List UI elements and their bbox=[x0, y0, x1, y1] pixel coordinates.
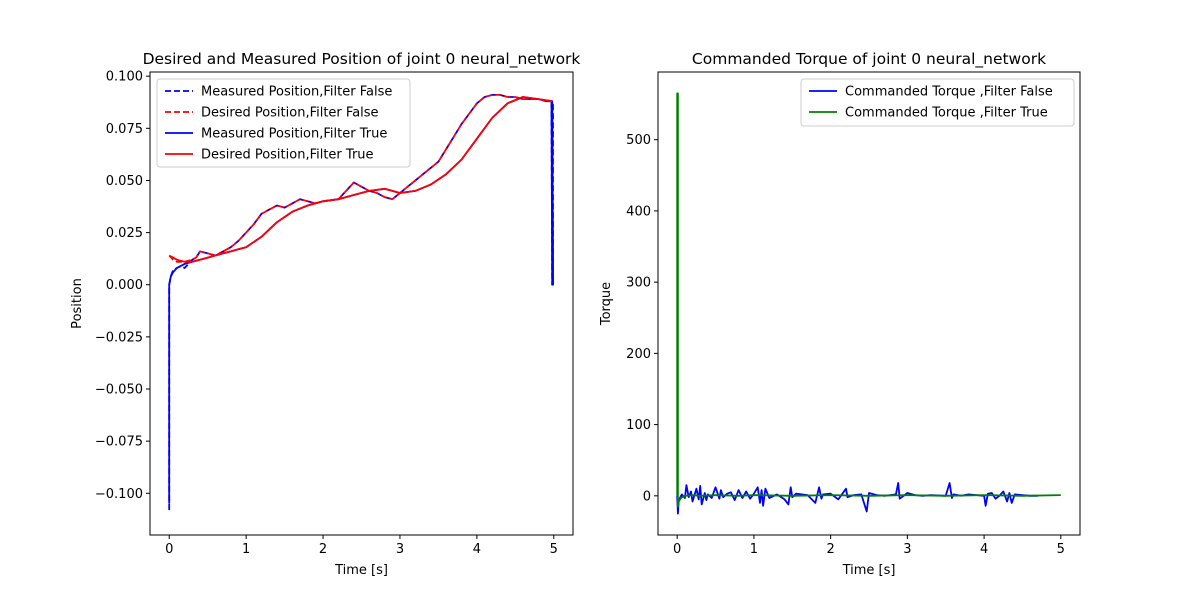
y-axis-label: Position bbox=[70, 278, 85, 329]
y-tick-label: 0.025 bbox=[106, 226, 143, 241]
axes-frame bbox=[657, 71, 1081, 536]
x-tick-label: 3 bbox=[903, 542, 911, 557]
legend: Measured Position,Filter False Desired Po… bbox=[156, 78, 411, 168]
y-tick-label: 0.000 bbox=[106, 278, 143, 293]
legend-box bbox=[156, 78, 411, 168]
y-tick-label: −0.100 bbox=[95, 487, 143, 502]
y-tick-label: 0 bbox=[643, 489, 651, 504]
y-tick-label: 300 bbox=[626, 276, 651, 291]
legend-entry: Measured Position,Filter False bbox=[201, 85, 392, 100]
legend-entry: Desired Position,Filter False bbox=[201, 106, 379, 121]
x-tick-label: 0 bbox=[165, 542, 173, 557]
x-tick-label: 2 bbox=[319, 542, 327, 557]
torque-chart: Commanded Torque of joint 0 neural_netwo… bbox=[599, 50, 1081, 578]
plot-area bbox=[168, 94, 554, 510]
x-tick-label: 3 bbox=[396, 542, 404, 557]
y-tick-label: −0.075 bbox=[95, 435, 143, 450]
series-line-1 bbox=[168, 94, 553, 263]
chart-title: Desired and Measured Position of joint 0… bbox=[143, 50, 581, 69]
x-tick-label: 1 bbox=[750, 542, 758, 557]
series-line-3 bbox=[168, 96, 553, 263]
y-tick-label: 500 bbox=[626, 133, 651, 148]
axes-frame bbox=[149, 71, 574, 536]
plot-area bbox=[676, 92, 1061, 515]
x-tick-label: 2 bbox=[826, 542, 834, 557]
y-tick-label: −0.025 bbox=[95, 330, 143, 345]
y-tick-label: 200 bbox=[626, 347, 651, 362]
legend: Commanded Torque ,Filter False Commanded … bbox=[800, 78, 1075, 127]
legend-box bbox=[800, 78, 1075, 127]
legend-entry: Commanded Torque ,Filter False bbox=[845, 85, 1053, 100]
x-axis-label: Time [s] bbox=[334, 563, 388, 578]
y-axis-label: Torque bbox=[599, 282, 614, 326]
x-tick-label: 1 bbox=[242, 542, 250, 557]
y-tick-label: −0.050 bbox=[95, 383, 143, 398]
x-axis-label: Time [s] bbox=[842, 563, 896, 578]
x-tick-label: 0 bbox=[673, 542, 681, 557]
legend-entry: Commanded Torque ,Filter True bbox=[845, 106, 1048, 121]
legend-entry: Measured Position,Filter True bbox=[201, 127, 387, 142]
x-tick-label: 5 bbox=[1057, 542, 1065, 557]
position-chart: Desired and Measured Position of joint 0… bbox=[70, 50, 580, 578]
y-tick-label: 400 bbox=[626, 204, 651, 219]
y-tick-label: 0.050 bbox=[106, 174, 143, 189]
legend-entry: Desired Position,Filter True bbox=[201, 148, 374, 163]
series-line-1 bbox=[676, 92, 1061, 508]
chart-title: Commanded Torque of joint 0 neural_netwo… bbox=[692, 50, 1046, 69]
y-tick-label: 0.075 bbox=[106, 122, 143, 137]
y-tick-label: 0.100 bbox=[106, 70, 143, 85]
x-tick-label: 5 bbox=[550, 542, 558, 557]
y-tick-label: 100 bbox=[626, 418, 651, 433]
x-tick-label: 4 bbox=[473, 542, 481, 557]
x-tick-label: 4 bbox=[980, 542, 988, 557]
